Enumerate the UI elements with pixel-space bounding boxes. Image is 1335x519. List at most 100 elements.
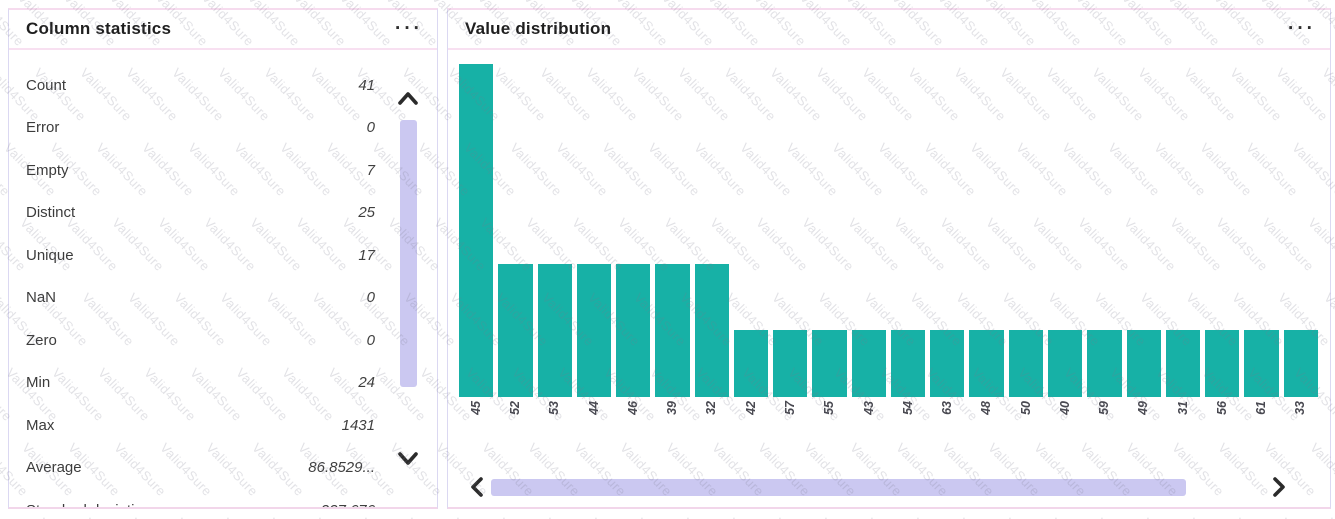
x-axis-label: 46 xyxy=(625,401,640,415)
stat-row: Unique 17 xyxy=(9,234,437,277)
watermark-text: Valid4Sure xyxy=(955,515,1013,519)
stat-label: Average xyxy=(26,459,82,477)
stat-value: 41 xyxy=(358,76,375,94)
bar-50[interactable] xyxy=(1008,330,1043,397)
bar-44[interactable] xyxy=(576,264,612,397)
x-axis-label: 39 xyxy=(665,401,680,415)
stat-row: Zero 0 xyxy=(9,319,437,362)
bar-49[interactable] xyxy=(1126,330,1161,397)
x-axis-label: 49 xyxy=(1136,401,1151,415)
x-axis-label: 63 xyxy=(940,401,955,415)
watermark-text: Valid4Sure xyxy=(0,515,1,519)
more-options-icon[interactable]: ··· xyxy=(1288,18,1316,39)
x-axis-label: 33 xyxy=(1293,401,1308,415)
bar-56[interactable] xyxy=(1205,330,1240,397)
bar-52[interactable] xyxy=(498,264,533,397)
stat-row: Empty 7 xyxy=(9,149,437,192)
bar-48[interactable] xyxy=(969,330,1004,397)
stat-row: Average 86.8529... xyxy=(9,447,437,490)
stat-value: 1431 xyxy=(341,416,375,434)
value-distribution-header: Value distribution ··· xyxy=(448,10,1330,50)
bar-59[interactable] xyxy=(1087,330,1122,397)
x-axis-label: 54 xyxy=(900,401,915,415)
value-distribution-panel: Value distribution ··· 45 52 53 44 46 39 32 42 5… xyxy=(447,8,1331,509)
watermark-text: Valid4Sure xyxy=(35,515,93,519)
stat-row: Standard deviation 237.676 xyxy=(9,489,437,507)
stat-value: 25 xyxy=(358,204,375,222)
stat-row: Distinct 25 xyxy=(9,192,437,235)
stats-rows: Count 41 Error 0 Empty 7 Distinct 25 Unique 17 NaN… xyxy=(9,64,437,507)
stat-value: 7 xyxy=(366,161,375,179)
stat-label: Zero xyxy=(26,331,57,349)
stat-row: NaN 0 xyxy=(9,277,437,320)
chevron-left-icon xyxy=(471,477,483,497)
watermark-text: Valid4Sure xyxy=(541,515,599,519)
bar-42[interactable] xyxy=(733,330,769,397)
watermark-text: Valid4Sure xyxy=(633,515,691,519)
value-distribution-chart xyxy=(459,64,1318,397)
stat-value: 17 xyxy=(358,246,375,264)
bar-43[interactable] xyxy=(851,330,886,397)
watermark-text: Valid4Sure xyxy=(81,515,139,519)
scroll-right-button[interactable] xyxy=(1266,475,1290,499)
x-axis-label: 48 xyxy=(979,401,994,415)
stat-label: NaN xyxy=(26,289,57,307)
watermark-text: Valid4Sure xyxy=(495,515,553,519)
x-axis-label: 32 xyxy=(704,401,719,415)
bar-57[interactable] xyxy=(773,330,808,397)
x-axis-label: 53 xyxy=(547,401,562,415)
more-options-icon[interactable]: ··· xyxy=(395,18,423,39)
x-axis-label: 31 xyxy=(1175,401,1190,415)
bar-54[interactable] xyxy=(890,330,926,397)
bar-46[interactable] xyxy=(616,264,651,397)
horizontal-scrollbar-thumb[interactable] xyxy=(491,479,1186,496)
x-axis-label: 42 xyxy=(743,401,758,415)
stat-label: Empty xyxy=(26,161,69,179)
scroll-left-button[interactable] xyxy=(466,475,490,499)
stat-label: Max xyxy=(26,416,55,434)
stat-value: 237.676 xyxy=(321,502,375,507)
watermark-text: Valid4Sure xyxy=(0,515,47,519)
bar-55[interactable] xyxy=(812,330,847,397)
watermark-text: Valid4Sure xyxy=(1001,515,1059,519)
vertical-scrollbar-thumb[interactable] xyxy=(400,120,417,387)
column-statistics-header: Column statistics ··· xyxy=(9,10,437,50)
bar-45[interactable] xyxy=(459,64,494,397)
bar-63[interactable] xyxy=(930,330,965,397)
watermark-text: Valid4Sure xyxy=(817,515,875,519)
watermark-text: Valid4Sure xyxy=(1277,515,1335,519)
bar-39[interactable] xyxy=(655,264,690,397)
x-axis-label: 45 xyxy=(468,401,483,415)
stat-value: 0 xyxy=(366,289,375,307)
x-axis-label: 50 xyxy=(1018,401,1033,415)
bar-31[interactable] xyxy=(1165,330,1201,397)
bar-32[interactable] xyxy=(694,264,729,397)
watermark-text: Valid4Sure xyxy=(725,515,783,519)
x-axis-label: 52 xyxy=(508,401,523,415)
watermark-text: Valid4Sure xyxy=(1323,515,1335,519)
bar-61[interactable] xyxy=(1244,330,1279,397)
stat-label: Standard deviation xyxy=(26,502,151,507)
watermark-text: Valid4Sure xyxy=(357,515,415,519)
watermark-text: Valid4Sure xyxy=(403,515,461,519)
bar-53[interactable] xyxy=(537,264,572,397)
stat-value: 0 xyxy=(366,331,375,349)
bar-40[interactable] xyxy=(1047,330,1083,397)
scroll-down-button[interactable] xyxy=(396,447,420,469)
scroll-up-button[interactable] xyxy=(396,88,420,110)
stat-row: Max 1431 xyxy=(9,404,437,447)
bar-33[interactable] xyxy=(1283,330,1318,397)
watermark-text: Valid4Sure xyxy=(863,515,921,519)
watermark-text: Valid4Sure xyxy=(1093,515,1151,519)
watermark-text: Valid4Sure xyxy=(587,515,645,519)
watermark-text: Valid4Sure xyxy=(1047,515,1105,519)
x-axis-label: 55 xyxy=(822,401,837,415)
value-distribution-title: Value distribution xyxy=(465,19,612,38)
stat-value: 86.8529... xyxy=(308,459,375,477)
x-axis-label: 56 xyxy=(1214,401,1229,415)
stat-label: Count xyxy=(26,76,67,94)
chevron-up-icon xyxy=(398,92,418,105)
chart-x-axis-labels: 45 52 53 44 46 39 32 42 57 55 43 54 63 48 50 40 59 49 31 56… xyxy=(459,401,1318,449)
column-statistics-panel: Column statistics ··· Count 41 Error 0 Empty… xyxy=(8,8,438,509)
